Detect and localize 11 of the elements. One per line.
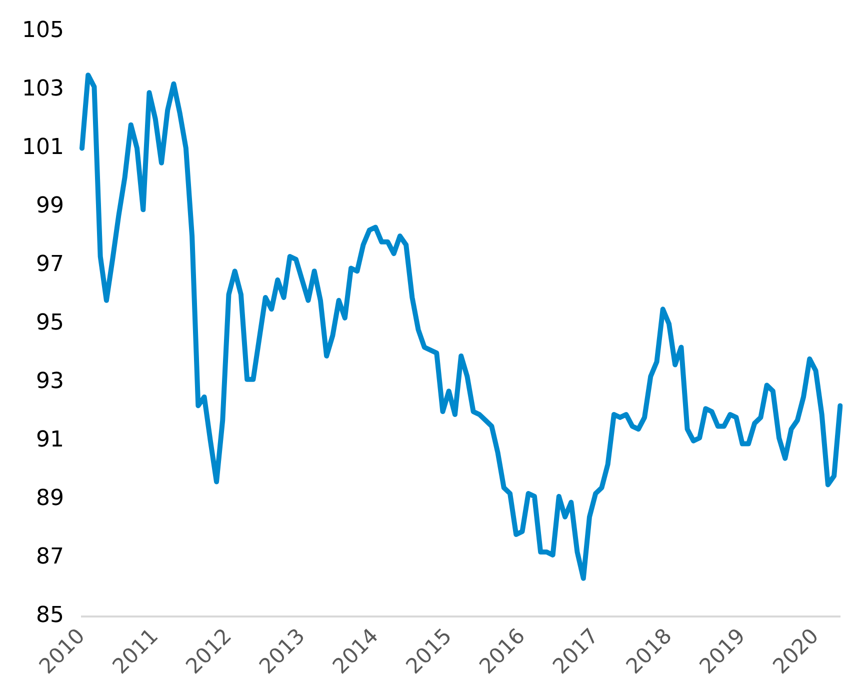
y-tick-label: 99 [36,193,64,218]
y-tick-label: 89 [36,486,64,512]
y-tick-label: 105 [22,18,64,43]
y-tick-label: 103 [22,76,64,102]
y-tick-label: 93 [36,369,64,394]
y-tick-label: 91 [36,428,64,453]
y-tick-label: 87 [36,544,64,570]
y-tick-label: 97 [36,252,64,277]
y-tick-label: 85 [36,603,64,628]
y-tick-label: 95 [36,310,64,336]
y-tick-label: 101 [22,134,64,160]
